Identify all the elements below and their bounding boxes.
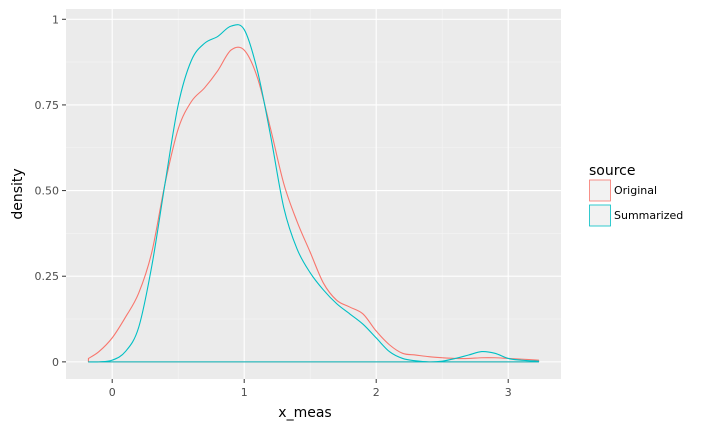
y-axis-title: density [10, 168, 26, 219]
x-axis: 0 1 2 3 [109, 379, 512, 399]
legend-label-summarized: Summarized [614, 209, 683, 222]
density-line-original [87, 46, 540, 363]
legend-key-summarized [589, 204, 611, 227]
x-tick-label: 2 [373, 386, 380, 399]
legend: source Original Summarized [589, 163, 683, 227]
grid-lines [66, 9, 561, 379]
plot-panel [66, 9, 561, 379]
x-tick-label: 1 [241, 386, 248, 399]
y-axis: 0 0.25 0.50 0.75 1 [35, 13, 66, 369]
legend-label-original: Original [614, 184, 657, 197]
y-tick-label: 0.25 [35, 270, 60, 283]
x-tick-label: 3 [505, 386, 512, 399]
legend-title: source [589, 163, 636, 179]
y-tick-label: 0 [52, 356, 59, 369]
y-tick-label: 1 [52, 13, 59, 26]
x-tick-label: 0 [109, 386, 116, 399]
series-lines [87, 24, 540, 363]
y-tick-label: 0.50 [35, 185, 60, 198]
y-tick-label: 0.75 [35, 99, 60, 112]
legend-key-original [589, 179, 611, 202]
density-line-summarized [87, 24, 540, 363]
x-axis-title: x_meas [278, 405, 331, 421]
